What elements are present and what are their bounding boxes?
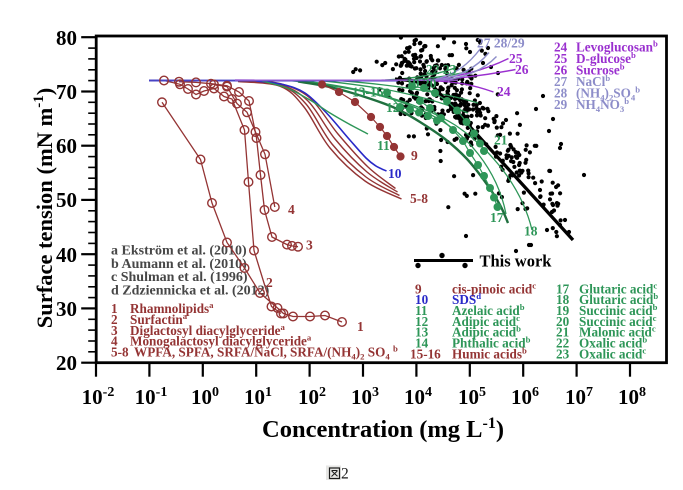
svg-text:3: 3 bbox=[306, 238, 313, 253]
svg-text:30: 30 bbox=[56, 297, 77, 321]
svg-text:Oxalic acidb: Oxalic acidb bbox=[579, 334, 647, 350]
svg-text:12: 12 bbox=[386, 100, 400, 115]
svg-text:4: 4 bbox=[111, 334, 118, 349]
svg-text:26: 26 bbox=[515, 62, 529, 77]
svg-text:Rhamnolipidsa: Rhamnolipidsa bbox=[130, 300, 214, 316]
svg-text:Adipic acidb: Adipic acidb bbox=[452, 324, 521, 340]
svg-text:17: 17 bbox=[490, 210, 504, 225]
svg-text:22: 22 bbox=[556, 335, 570, 350]
svg-text:22 23: 22 23 bbox=[426, 62, 457, 77]
svg-text:28: 28 bbox=[554, 86, 568, 101]
svg-text:9: 9 bbox=[415, 281, 422, 296]
svg-text:2: 2 bbox=[111, 312, 118, 327]
svg-text:25: 25 bbox=[509, 51, 523, 66]
svg-text:Succinic acidc: Succinic acidc bbox=[579, 313, 657, 329]
svg-text:Glutaric acidb: Glutaric acidb bbox=[579, 291, 658, 307]
svg-text:19: 19 bbox=[556, 303, 570, 318]
svg-text:c Shulman et al. (1996): c Shulman et al. (1996) bbox=[111, 270, 248, 285]
svg-text:5-8: 5-8 bbox=[410, 191, 428, 206]
svg-text:40: 40 bbox=[56, 243, 77, 267]
svg-text:cis-pinoic acidc: cis-pinoic acidc bbox=[452, 280, 536, 296]
svg-text:4: 4 bbox=[288, 202, 295, 217]
svg-text:14: 14 bbox=[415, 335, 429, 350]
svg-text:Diglactosyl diacylglyceridea: Diglactosyl diacylglyceridea bbox=[130, 322, 286, 338]
svg-text:105: 105 bbox=[458, 385, 486, 409]
svg-text:29: 29 bbox=[554, 97, 568, 112]
svg-text:13-16: 13-16 bbox=[352, 85, 384, 100]
svg-text:SDSd: SDSd bbox=[452, 291, 481, 307]
svg-text:NH4NO3b: NH4NO3b bbox=[576, 96, 629, 114]
svg-text:13: 13 bbox=[415, 325, 429, 340]
svg-text:19 20: 19 20 bbox=[406, 76, 437, 91]
svg-text:70: 70 bbox=[56, 80, 77, 104]
svg-text:Surface tension (mN m-1): Surface tension (mN m-1) bbox=[31, 88, 57, 329]
svg-text:100: 100 bbox=[191, 385, 219, 409]
svg-text:10: 10 bbox=[415, 292, 429, 307]
svg-text:11: 11 bbox=[377, 138, 390, 153]
svg-text:Concentration (mg L-1): Concentration (mg L-1) bbox=[262, 415, 504, 443]
svg-text:Phthalic acidb: Phthalic acidb bbox=[452, 334, 531, 350]
svg-text:26: 26 bbox=[554, 63, 568, 78]
svg-text:Azelaic acidb: Azelaic acidb bbox=[452, 302, 525, 318]
svg-text:20: 20 bbox=[556, 314, 570, 329]
svg-text:1: 1 bbox=[111, 301, 118, 316]
svg-text:17: 17 bbox=[556, 281, 570, 296]
svg-text:5-8: 5-8 bbox=[111, 345, 129, 360]
svg-text:18: 18 bbox=[556, 292, 570, 307]
svg-text:Glutaric acidc: Glutaric acidc bbox=[579, 280, 657, 296]
svg-text:2: 2 bbox=[341, 466, 349, 483]
svg-text:27 28/29: 27 28/29 bbox=[477, 36, 525, 51]
svg-text:27: 27 bbox=[554, 74, 568, 89]
svg-text:3: 3 bbox=[111, 323, 118, 338]
svg-text:2: 2 bbox=[266, 275, 273, 290]
svg-text:11: 11 bbox=[415, 303, 427, 318]
svg-text:24: 24 bbox=[497, 84, 511, 99]
svg-text:Sucroseb: Sucroseb bbox=[576, 62, 625, 78]
svg-text:25: 25 bbox=[554, 51, 568, 66]
svg-text:D-glucoseb: D-glucoseb bbox=[576, 50, 636, 66]
svg-text:Humic acidsb: Humic acidsb bbox=[452, 345, 527, 361]
svg-text:This work: This work bbox=[480, 252, 553, 271]
svg-text:b Aumann et al. (2010): b Aumann et al. (2010) bbox=[111, 257, 247, 272]
svg-text:9: 9 bbox=[411, 148, 418, 163]
svg-text:20: 20 bbox=[56, 351, 77, 375]
svg-text:12: 12 bbox=[415, 314, 429, 329]
svg-text:23: 23 bbox=[556, 346, 570, 361]
svg-text:NaClb: NaClb bbox=[576, 73, 610, 89]
svg-text:a Ekström et al. (2010): a Ekström et al. (2010) bbox=[111, 244, 247, 259]
svg-text:24: 24 bbox=[554, 40, 568, 55]
svg-text:Monogalactosyl diacylglyceride: Monogalactosyl diacylglyceridea bbox=[130, 333, 312, 349]
svg-text:18: 18 bbox=[524, 224, 538, 239]
svg-text:10: 10 bbox=[388, 166, 402, 181]
svg-text:Oxalic acidc: Oxalic acidc bbox=[579, 345, 646, 361]
svg-text:(NH4)2SO4b: (NH4)2SO4b bbox=[576, 85, 640, 103]
svg-text:80: 80 bbox=[56, 26, 77, 50]
svg-text:21: 21 bbox=[556, 325, 569, 340]
svg-text:Adipic acidc: Adipic acidc bbox=[452, 313, 520, 329]
svg-text:d Zdziennicka et al. (2012): d Zdziennicka et al. (2012) bbox=[111, 283, 270, 298]
svg-text:Surfactina: Surfactina bbox=[130, 311, 188, 327]
svg-text:60: 60 bbox=[56, 134, 77, 158]
svg-text:15-16: 15-16 bbox=[410, 346, 441, 361]
svg-text:Succinic acidb: Succinic acidb bbox=[579, 302, 658, 318]
svg-text:WPFA, SPFA, SRFA/NaCl, SRFA/(N: WPFA, SPFA, SRFA/NaCl, SRFA/(NH4)2 SO4 b bbox=[134, 344, 398, 362]
svg-text:Levoglucosanb: Levoglucosanb bbox=[576, 39, 658, 55]
svg-text:21: 21 bbox=[494, 133, 508, 148]
svg-text:Malonic acidc: Malonic acidc bbox=[579, 324, 656, 340]
svg-text:50: 50 bbox=[56, 188, 77, 212]
svg-text:1: 1 bbox=[357, 319, 364, 334]
